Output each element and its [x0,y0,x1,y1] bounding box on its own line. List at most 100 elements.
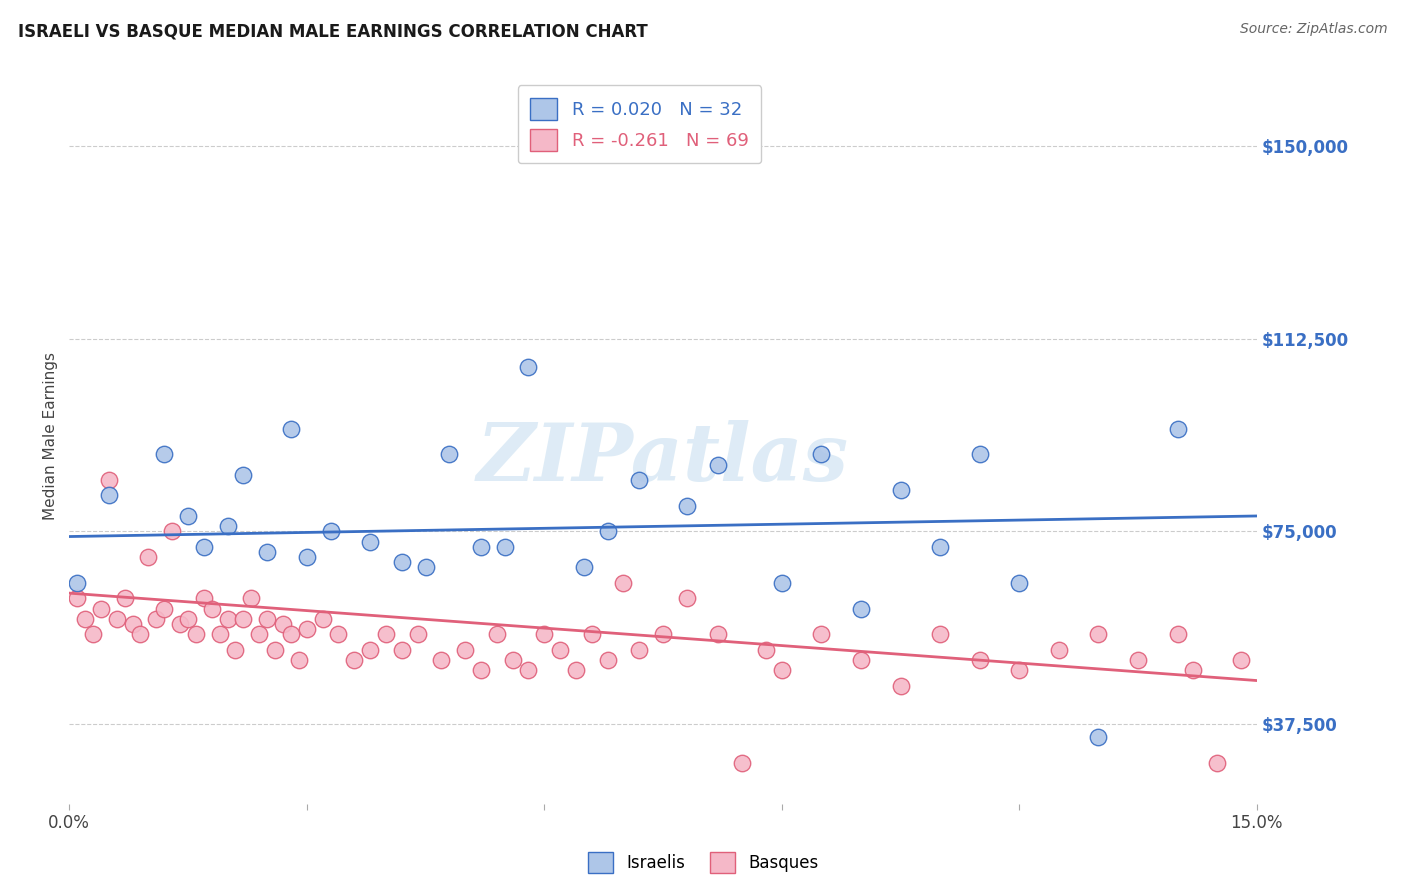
Point [153,601,176,615]
Point [66,575,89,590]
Point [406,627,429,641]
Point [494,540,516,554]
Point [391,555,413,569]
Point [184,627,207,641]
Point [311,612,333,626]
Point [890,483,912,498]
Point [145,612,167,626]
Point [652,627,675,641]
Point [612,575,634,590]
Point [359,534,381,549]
Point [849,601,872,615]
Point [470,540,492,554]
Point [75,612,97,626]
Point [160,524,183,539]
Point [485,627,508,641]
Point [675,499,697,513]
Point [430,653,453,667]
Point [280,421,302,435]
Point [391,642,413,657]
Text: ZIPatlas: ZIPatlas [477,419,849,497]
Point [849,653,872,667]
Point [810,627,832,641]
Point [548,642,571,657]
Point [502,653,524,667]
Point [929,540,952,554]
Point [1167,627,1189,641]
Point [1087,627,1109,641]
Point [890,679,912,693]
Point [675,591,697,606]
Point [169,617,191,632]
Point [240,591,263,606]
Point [114,591,136,606]
Point [280,627,302,641]
Point [628,642,651,657]
Point [247,627,270,641]
Point [415,560,437,574]
Point [121,617,143,632]
Point [731,756,754,770]
Point [264,642,287,657]
Point [374,627,396,641]
Point [328,627,350,641]
Point [177,508,200,523]
Point [810,447,832,461]
Point [628,473,651,487]
Point [232,467,254,482]
Point [533,627,555,641]
Point [208,627,231,641]
Point [217,612,239,626]
Text: ISRAELI VS BASQUE MEDIAN MALE EARNINGS CORRELATION CHART: ISRAELI VS BASQUE MEDIAN MALE EARNINGS C… [18,22,648,40]
Legend: R = 0.020   N = 32, R = -0.261   N = 69: R = 0.020 N = 32, R = -0.261 N = 69 [517,85,762,163]
Point [1047,642,1070,657]
Point [707,627,730,641]
Point [232,612,254,626]
Point [1126,653,1149,667]
Point [319,524,342,539]
Point [572,560,595,574]
Point [256,545,278,559]
Point [596,524,619,539]
Point [755,642,778,657]
Y-axis label: Median Male Earnings: Median Male Earnings [44,352,58,520]
Text: Source: ZipAtlas.com: Source: ZipAtlas.com [1240,22,1388,37]
Point [454,642,477,657]
Point [517,663,540,677]
Point [97,488,120,502]
Legend: Israelis, Basques: Israelis, Basques [581,846,825,880]
Point [565,663,588,677]
Point [343,653,366,667]
Point [138,550,160,565]
Point [929,627,952,641]
Point [517,359,540,374]
Point [288,653,311,667]
Point [193,540,215,554]
Point [1167,421,1189,435]
Point [82,627,104,641]
Point [177,612,200,626]
Point [271,617,294,632]
Point [129,627,152,641]
Point [224,642,246,657]
Point [359,642,381,657]
Point [1230,653,1253,667]
Point [1206,756,1229,770]
Point [1008,663,1031,677]
Point [256,612,278,626]
Point [193,591,215,606]
Point [581,627,603,641]
Point [470,663,492,677]
Point [97,473,120,487]
Point [596,653,619,667]
Point [90,601,112,615]
Point [153,447,176,461]
Point [201,601,224,615]
Point [105,612,128,626]
Point [66,591,89,606]
Point [1182,663,1205,677]
Point [770,575,793,590]
Point [439,447,461,461]
Point [770,663,793,677]
Point [969,653,991,667]
